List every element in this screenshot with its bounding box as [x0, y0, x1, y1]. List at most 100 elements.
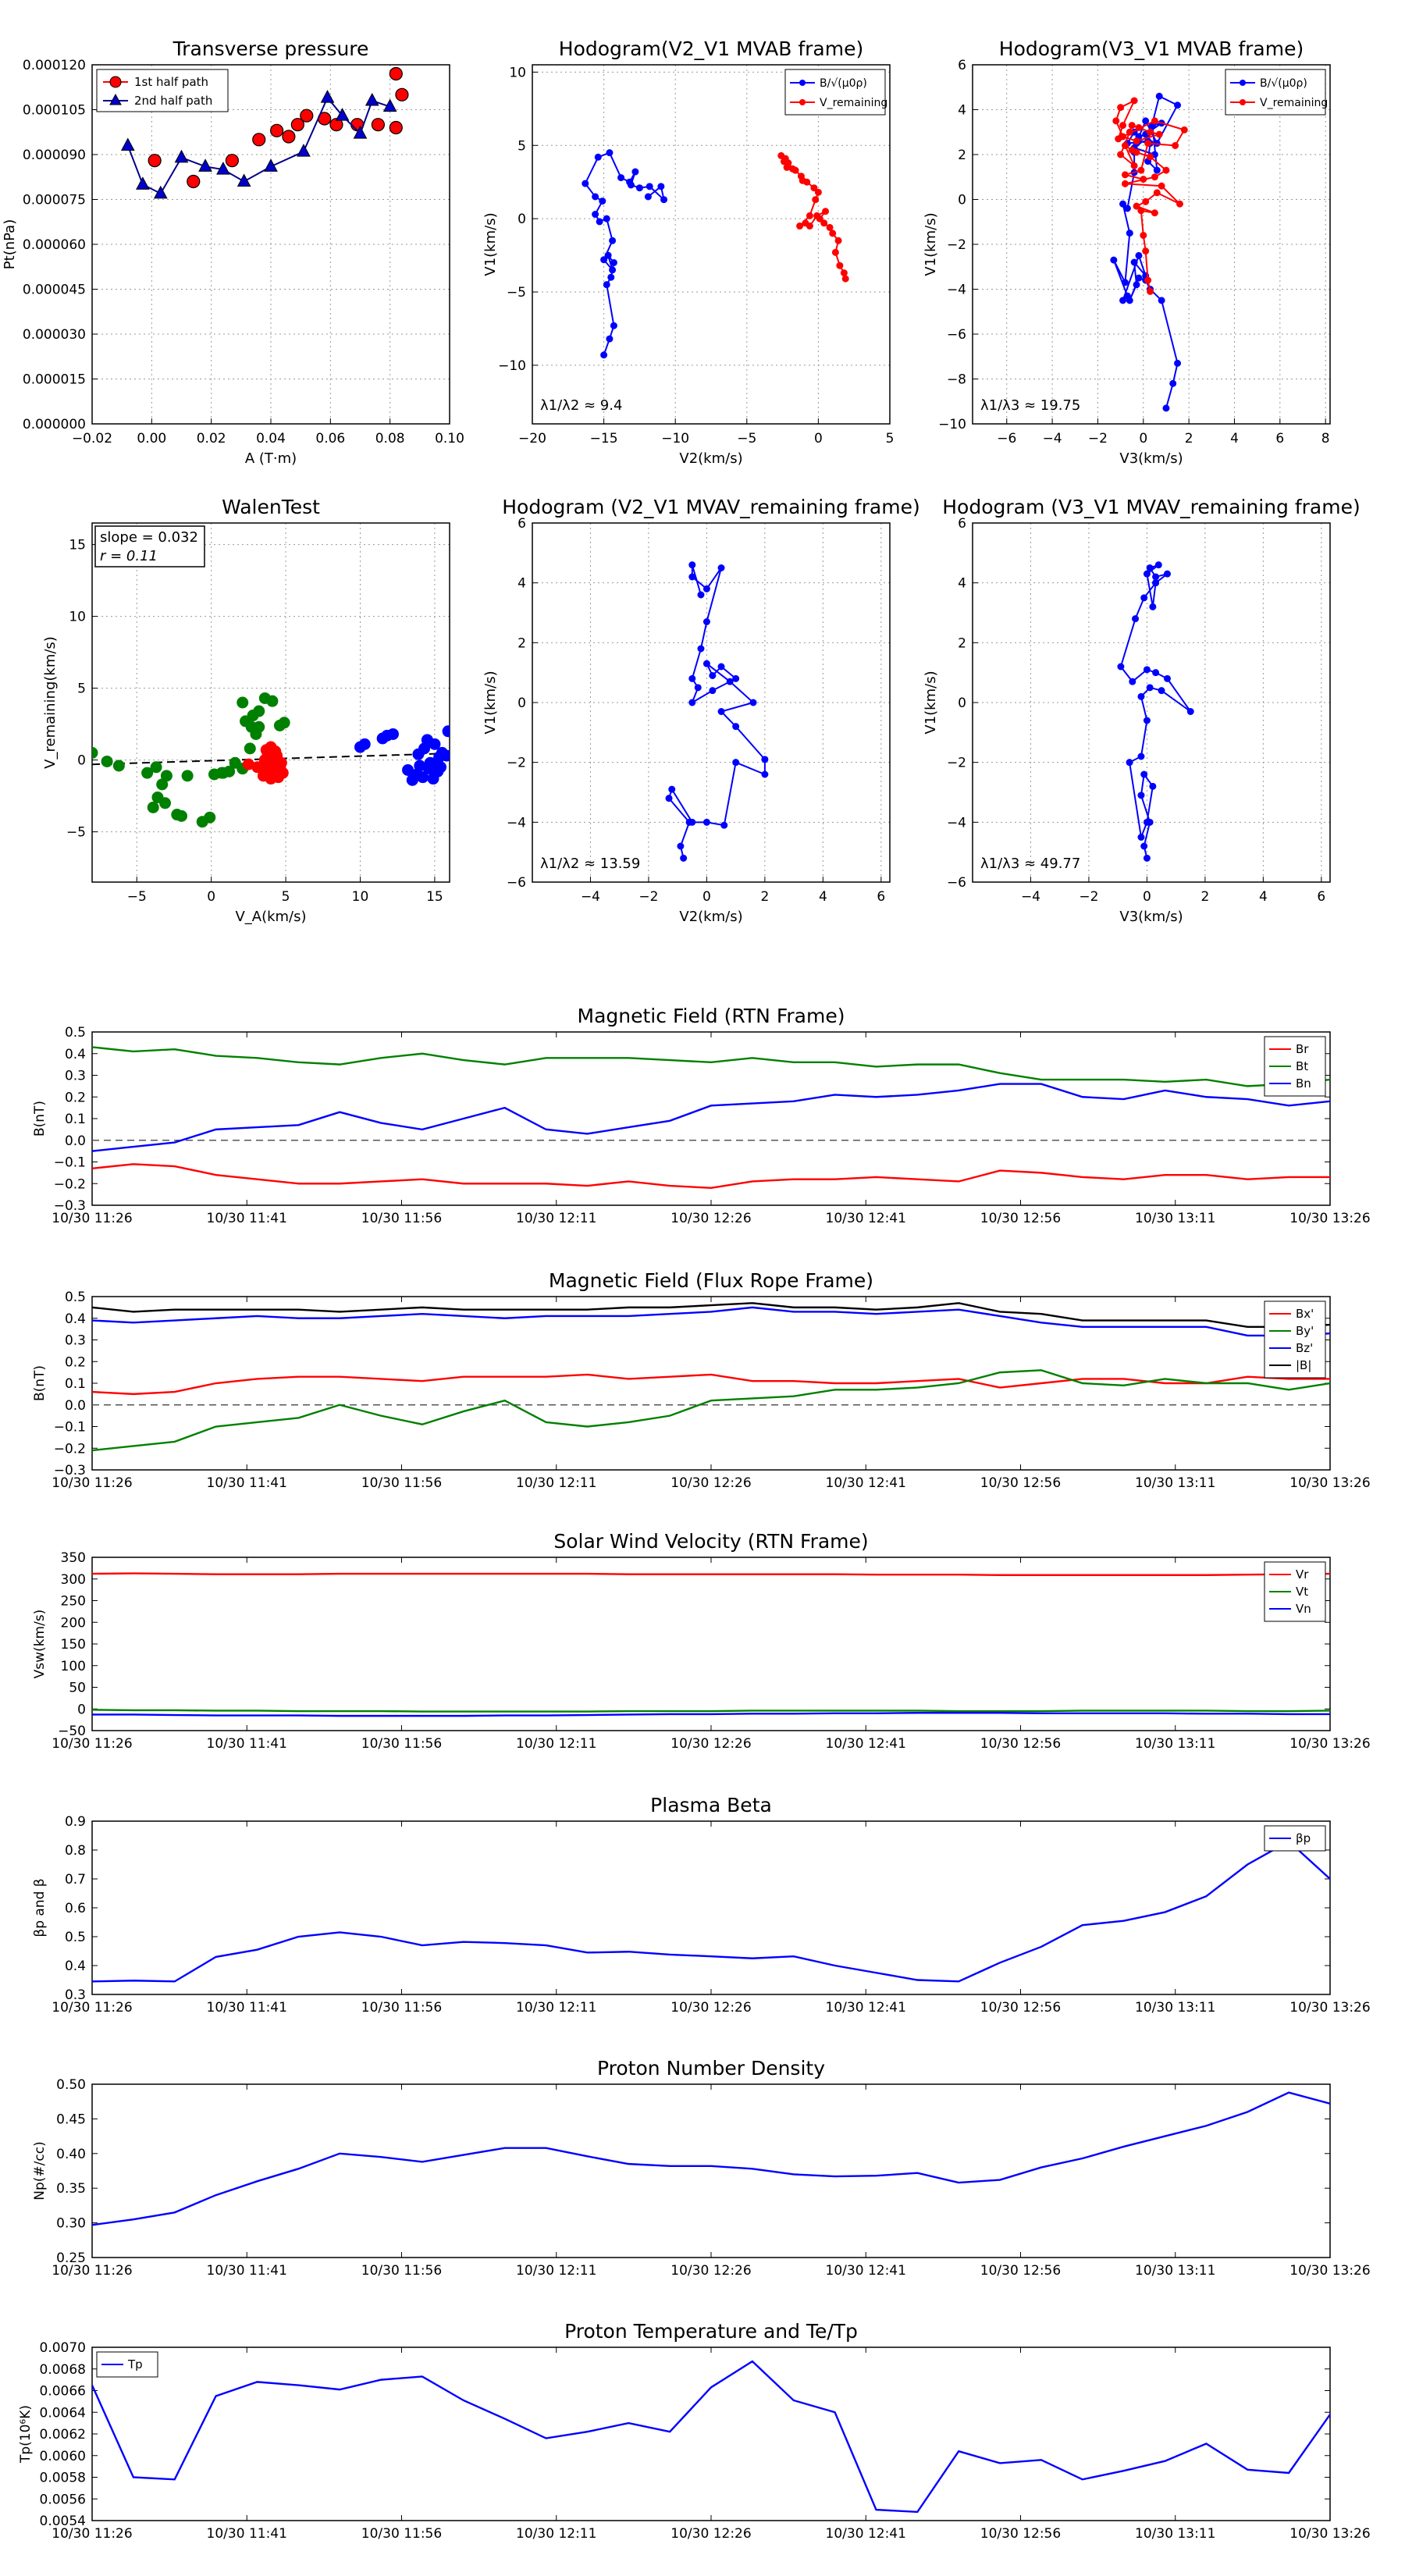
point-b-0: [1174, 359, 1182, 367]
point-b-0: [627, 181, 635, 189]
y-tick-label: −5: [507, 285, 526, 301]
x-tick-label: −0.02: [72, 431, 112, 447]
series-line-bx: [92, 1373, 1330, 1396]
point-series: [688, 674, 696, 682]
point-series: [1137, 834, 1145, 841]
point-green: [181, 770, 194, 782]
legend-label: 2nd half path: [134, 94, 212, 108]
chart-beta: 10/30 11:26 10/30 11:41 10/30 11:56 10/30 1…: [32, 1794, 1371, 2016]
x-tick-label: 10/30 11:41: [207, 1475, 287, 1491]
point-v-remaining: [1117, 104, 1125, 112]
point-series: [1143, 666, 1151, 674]
x-tick-label: 10/30 11:56: [361, 1211, 442, 1226]
point-series: [694, 684, 702, 692]
y-tick-label: −4: [507, 815, 526, 831]
y-axis-label: B(nT): [32, 1101, 48, 1137]
eigen-ratio-annotation: λ1/λ3 ≈ 19.75: [980, 397, 1080, 414]
point-b-0: [1158, 297, 1165, 304]
point-v-remaining: [1130, 162, 1138, 169]
point-2nd-half-path: [297, 144, 311, 157]
x-tick-label: 10/30 12:26: [670, 2526, 751, 2542]
x-tick-label: 0.08: [375, 431, 405, 447]
plot-frame: [91, 522, 450, 883]
series-line-v-remaining: [780, 155, 847, 279]
legend-marker: [799, 80, 806, 86]
y-tick-label: 0.8: [65, 1843, 86, 1859]
y-tick-label: 2: [958, 635, 966, 651]
point-series: [717, 663, 725, 671]
y-tick-label: 0.4: [65, 1047, 86, 1062]
point-green: [204, 811, 216, 824]
y-tick-label: 0.0056: [40, 2492, 86, 2507]
point-1st-half-path: [389, 120, 403, 135]
point-series: [688, 573, 696, 581]
point-b-0: [609, 237, 617, 244]
series-line-bz: [92, 1306, 1330, 1337]
plot-area: [92, 2091, 1330, 2226]
x-tick-label: −2: [1088, 431, 1108, 447]
point-2nd-half-path: [320, 90, 335, 103]
x-tick-label: 10/30 13:26: [1289, 2263, 1370, 2279]
x-axis-label: A (T·m): [245, 450, 297, 467]
x-tick-label: 10/30 13:26: [1289, 2526, 1370, 2542]
point-v-remaining: [1133, 137, 1140, 145]
legend-label: βp: [1296, 1831, 1311, 1845]
point-green: [101, 755, 113, 767]
point-b-0: [596, 218, 603, 226]
point-red: [251, 761, 264, 774]
y-tick-label: 2: [958, 148, 966, 163]
x-tick-label: 6: [877, 889, 885, 905]
x-tick-label: 6: [1317, 889, 1325, 905]
point-blue: [386, 728, 399, 740]
point-b-0: [1142, 117, 1150, 125]
point-series: [688, 699, 696, 706]
chart-hodo2: −6 −4 −2 0 2 4 6 8 −10 −8 −6 −4 −2 0 2 4 6 Hodogram(V3_V1…: [923, 37, 1331, 467]
point-green: [141, 767, 154, 779]
chart-np: 10/30 11:26 10/30 11:41 10/30 11:56 10/30 1…: [32, 2057, 1371, 2279]
point-series: [665, 795, 673, 802]
x-tick-label: 10/30 11:41: [207, 2526, 287, 2542]
x-tick-label: 0: [702, 889, 711, 905]
plot-area: [1117, 561, 1194, 862]
x-tick-label: 4: [819, 889, 827, 905]
x-tick-label: 0: [1143, 889, 1151, 905]
point-green: [223, 765, 236, 777]
point-series: [677, 842, 685, 850]
series-line-np: [92, 2091, 1330, 2226]
y-tick-label: 0.5: [65, 1930, 86, 1945]
y-tick-label: −0.2: [54, 1441, 86, 1457]
point-1st-half-path: [282, 130, 296, 144]
x-tick-label: −4: [1021, 889, 1040, 905]
x-tick-label: 8: [1321, 431, 1330, 447]
point-series: [1146, 684, 1154, 692]
point-b-0: [603, 281, 610, 289]
point-v-remaining: [826, 223, 834, 231]
series-line-series: [1119, 564, 1192, 859]
point-green: [278, 717, 290, 729]
chart-title: Proton Number Density: [597, 2057, 825, 2080]
point-b-0: [1123, 292, 1131, 300]
point-v-remaining: [1180, 126, 1188, 133]
y-tick-label: −0.1: [54, 1155, 86, 1171]
point-series: [1129, 678, 1136, 685]
legend-label: Bt: [1296, 1059, 1308, 1073]
point-b-0: [1119, 297, 1127, 304]
point-b-0: [1135, 274, 1143, 282]
x-tick-label: 10/30 13:11: [1135, 1211, 1215, 1226]
point-series: [1137, 753, 1145, 760]
point-v-remaining: [1147, 287, 1154, 295]
plot-frame: [91, 1296, 1331, 1471]
point-blue: [429, 738, 441, 750]
x-tick-label: 10/30 11:56: [361, 2526, 442, 2542]
x-tick-label: 0: [207, 889, 215, 905]
point-v-remaining: [1144, 140, 1152, 148]
y-tick-label: 0.3: [65, 1333, 86, 1349]
y-axis-label: Np(#/cc): [32, 2141, 48, 2200]
y-tick-label: 0.0066: [40, 2384, 86, 2400]
point-series: [1152, 573, 1160, 581]
x-axis-label: V_A(km/s): [235, 909, 306, 925]
legend-marker: [109, 76, 122, 88]
point-v-remaining: [1112, 117, 1120, 125]
point-1st-half-path: [371, 118, 385, 132]
point-green: [160, 770, 173, 782]
